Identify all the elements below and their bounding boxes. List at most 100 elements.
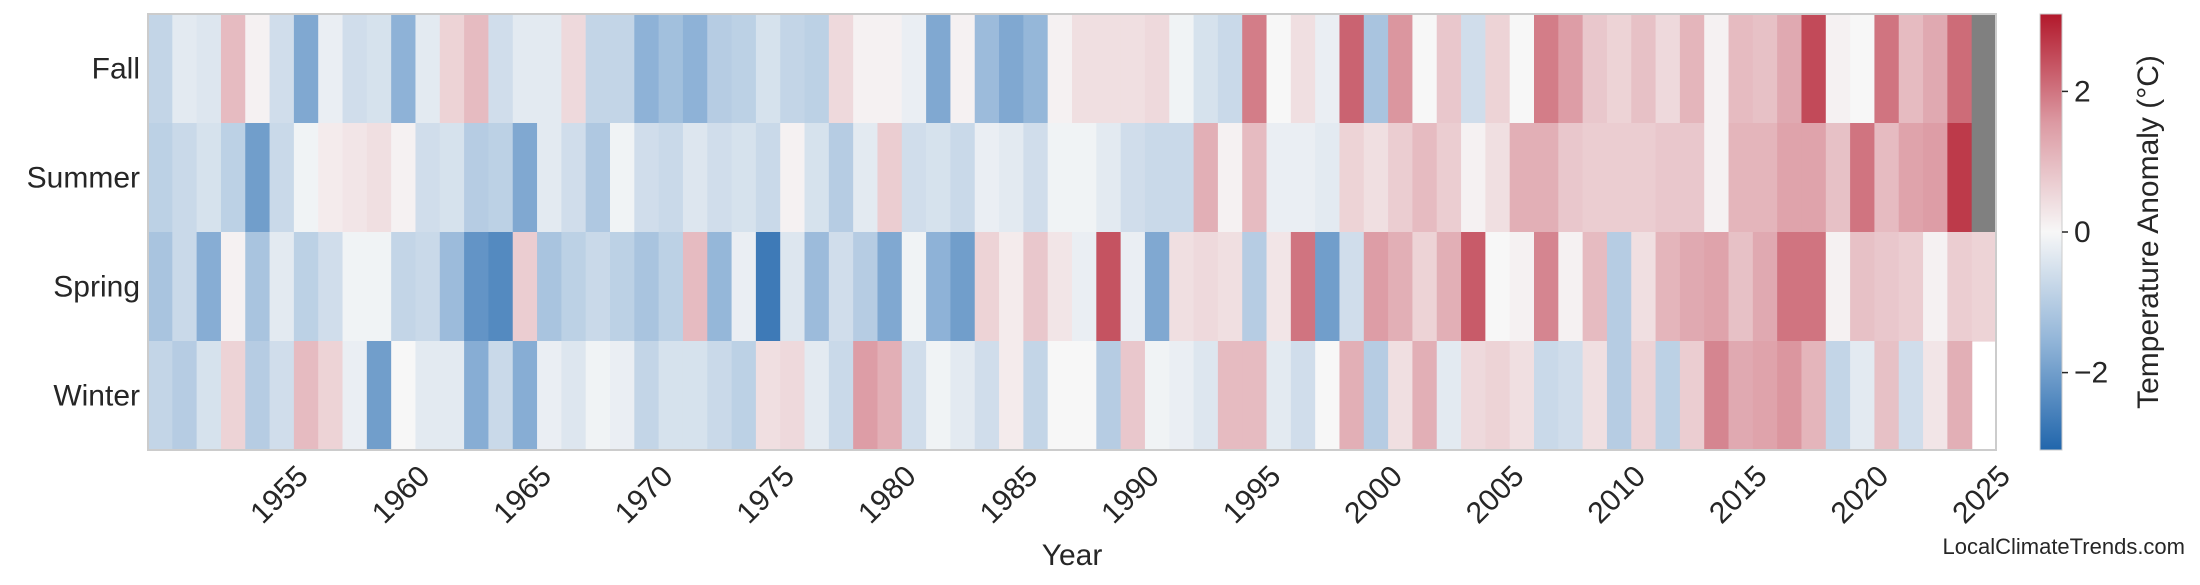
year-tick-2020: 2020 — [1825, 460, 1896, 531]
heatmap-cell-summer-1974 — [731, 123, 757, 233]
heatmap-cell-spring-1950 — [148, 232, 173, 342]
heatmap-cell-spring-2004 — [1461, 232, 1486, 342]
heatmap-cell-fall-2004 — [1461, 14, 1486, 124]
heatmap-cell-spring-2003 — [1436, 232, 1462, 342]
heatmap-cell-spring-2016 — [1752, 232, 1778, 342]
heatmap-cell-winter-1978 — [828, 341, 854, 451]
heatmap-cell-spring-1960 — [391, 232, 417, 342]
heatmap-cell-fall-1964 — [488, 14, 514, 124]
heatmap-cell-summer-2018 — [1801, 123, 1827, 233]
heatmap-cell-winter-1989 — [1096, 341, 1122, 451]
heatmap-cell-spring-1973 — [707, 232, 733, 342]
heatmap-cell-winter-1966 — [537, 341, 562, 451]
heatmap-cell-fall-1985 — [999, 14, 1024, 124]
heatmap-cell-summer-1969 — [610, 123, 635, 233]
colorbar-label: Temperature Anomaly (°C) — [2132, 55, 2165, 409]
heatmap-cell-fall-1994 — [1217, 14, 1243, 124]
heatmap-cell-winter-2005 — [1485, 341, 1511, 451]
heatmap-cell-summer-1961 — [415, 123, 441, 233]
heatmap-cell-fall-1956 — [293, 14, 319, 124]
heatmap-cell-fall-2021 — [1874, 14, 1900, 124]
heatmap-cell-winter-2017 — [1777, 341, 1803, 451]
heatmap-cell-fall-1954 — [245, 14, 271, 124]
heatmap-cell-fall-2017 — [1777, 14, 1803, 124]
heatmap-cell-winter-1970 — [634, 341, 660, 451]
season-labels: Fall Summer Spring Winter — [27, 53, 140, 413]
heatmap-cell-winter-1999 — [1339, 341, 1365, 451]
heatmap-cell-winter-1952 — [196, 341, 222, 451]
heatmap-cell-summer-1950 — [148, 123, 173, 233]
heatmap-cell-winter-2021 — [1874, 341, 1900, 451]
heatmap-cell-winter-1968 — [585, 341, 611, 451]
heatmap-cell-fall-1983 — [950, 14, 976, 124]
heatmap-cell-fall-1969 — [610, 14, 635, 124]
heatmap-cell-winter-2018 — [1801, 341, 1827, 451]
watermark: LocalClimateTrends.com — [1943, 534, 2186, 559]
heatmap-cell-spring-2023 — [1923, 232, 1948, 342]
heatmap-cell-summer-1955 — [269, 123, 295, 233]
heatmap-cell-fall-2014 — [1704, 14, 1730, 124]
heatmap-cell-fall-1995 — [1242, 14, 1268, 124]
heatmap-cell-fall-1968 — [585, 14, 611, 124]
heatmap-cell-winter-2000 — [1363, 341, 1389, 451]
heatmap-cell-summer-1982 — [926, 123, 952, 233]
heatmap-cell-summer-1984 — [974, 123, 1000, 233]
heatmap-cell-fall-2015 — [1728, 14, 1754, 124]
heatmap-cell-fall-2023 — [1923, 14, 1948, 124]
heatmap-cell-fall-2010 — [1606, 14, 1632, 124]
heatmap-cell-spring-1990 — [1120, 232, 1146, 342]
heatmap-cell-spring-2010 — [1606, 232, 1632, 342]
heatmap-cell-summer-1962 — [439, 123, 465, 233]
heatmap-cell-summer-2007 — [1534, 123, 1559, 233]
heatmap-cell-summer-1958 — [342, 123, 368, 233]
heatmap-cell-fall-2019 — [1825, 14, 1851, 124]
heatmap-cell-spring-1982 — [926, 232, 952, 342]
heatmap-cell-spring-1963 — [464, 232, 490, 342]
season-label-spring: Spring — [53, 271, 140, 304]
heatmap-cell-spring-2020 — [1850, 232, 1876, 342]
heatmap-cell-summer-2009 — [1582, 123, 1608, 233]
heatmap-cell-fall-2006 — [1509, 14, 1535, 124]
heatmap-cells — [148, 14, 1997, 451]
heatmap-cell-winter-1975 — [755, 341, 781, 451]
year-tick-1985: 1985 — [974, 460, 1045, 531]
heatmap-cell-summer-1967 — [561, 123, 587, 233]
heatmap-cell-winter-1951 — [172, 341, 198, 451]
heatmap-cell-winter-1971 — [658, 341, 684, 451]
heatmap-cell-summer-1975 — [755, 123, 781, 233]
heatmap-cell-summer-1964 — [488, 123, 514, 233]
heatmap-cell-summer-2014 — [1704, 123, 1730, 233]
heatmap-cell-fall-1957 — [318, 14, 344, 124]
heatmap-cell-fall-1961 — [415, 14, 441, 124]
x-axis-title: Year — [1042, 539, 1103, 572]
heatmap-cell-summer-1993 — [1193, 123, 1219, 233]
heatmap-cell-spring-1964 — [488, 232, 514, 342]
heatmap-cell-winter-2014 — [1704, 341, 1730, 451]
plot-frame — [147, 13, 1997, 451]
heatmap-cell-summer-1998 — [1315, 123, 1341, 233]
heatmap-cell-winter-1998 — [1315, 341, 1341, 451]
heatmap-cell-winter-1962 — [439, 341, 465, 451]
heatmap-cell-summer-1986 — [1023, 123, 1049, 233]
heatmap-cell-summer-1968 — [585, 123, 611, 233]
heatmap-cell-winter-1993 — [1193, 341, 1219, 451]
heatmap-cell-summer-2017 — [1777, 123, 1803, 233]
heatmap-cell-spring-1976 — [780, 232, 806, 342]
heatmap-cell-fall-2012 — [1655, 14, 1681, 124]
heatmap-cell-winter-1979 — [853, 341, 879, 451]
heatmap-cell-spring-1991 — [1144, 232, 1170, 342]
year-tick-2005: 2005 — [1460, 460, 1531, 531]
heatmap-cell-winter-1959 — [366, 341, 392, 451]
year-tick-2000: 2000 — [1338, 460, 1409, 531]
heatmap-cell-spring-1951 — [172, 232, 198, 342]
heatmap-cell-summer-1999 — [1339, 123, 1365, 233]
heatmap-cell-fall-1974 — [731, 14, 757, 124]
heatmap-cell-spring-1983 — [950, 232, 976, 342]
heatmap-cell-winter-1973 — [707, 341, 733, 451]
heatmap-cell-winter-1992 — [1169, 341, 1195, 451]
heatmap-cell-spring-1959 — [366, 232, 392, 342]
heatmap-cell-summer-1988 — [1072, 123, 1097, 233]
heatmap-cell-winter-2006 — [1509, 341, 1535, 451]
year-tick-1955: 1955 — [244, 460, 315, 531]
